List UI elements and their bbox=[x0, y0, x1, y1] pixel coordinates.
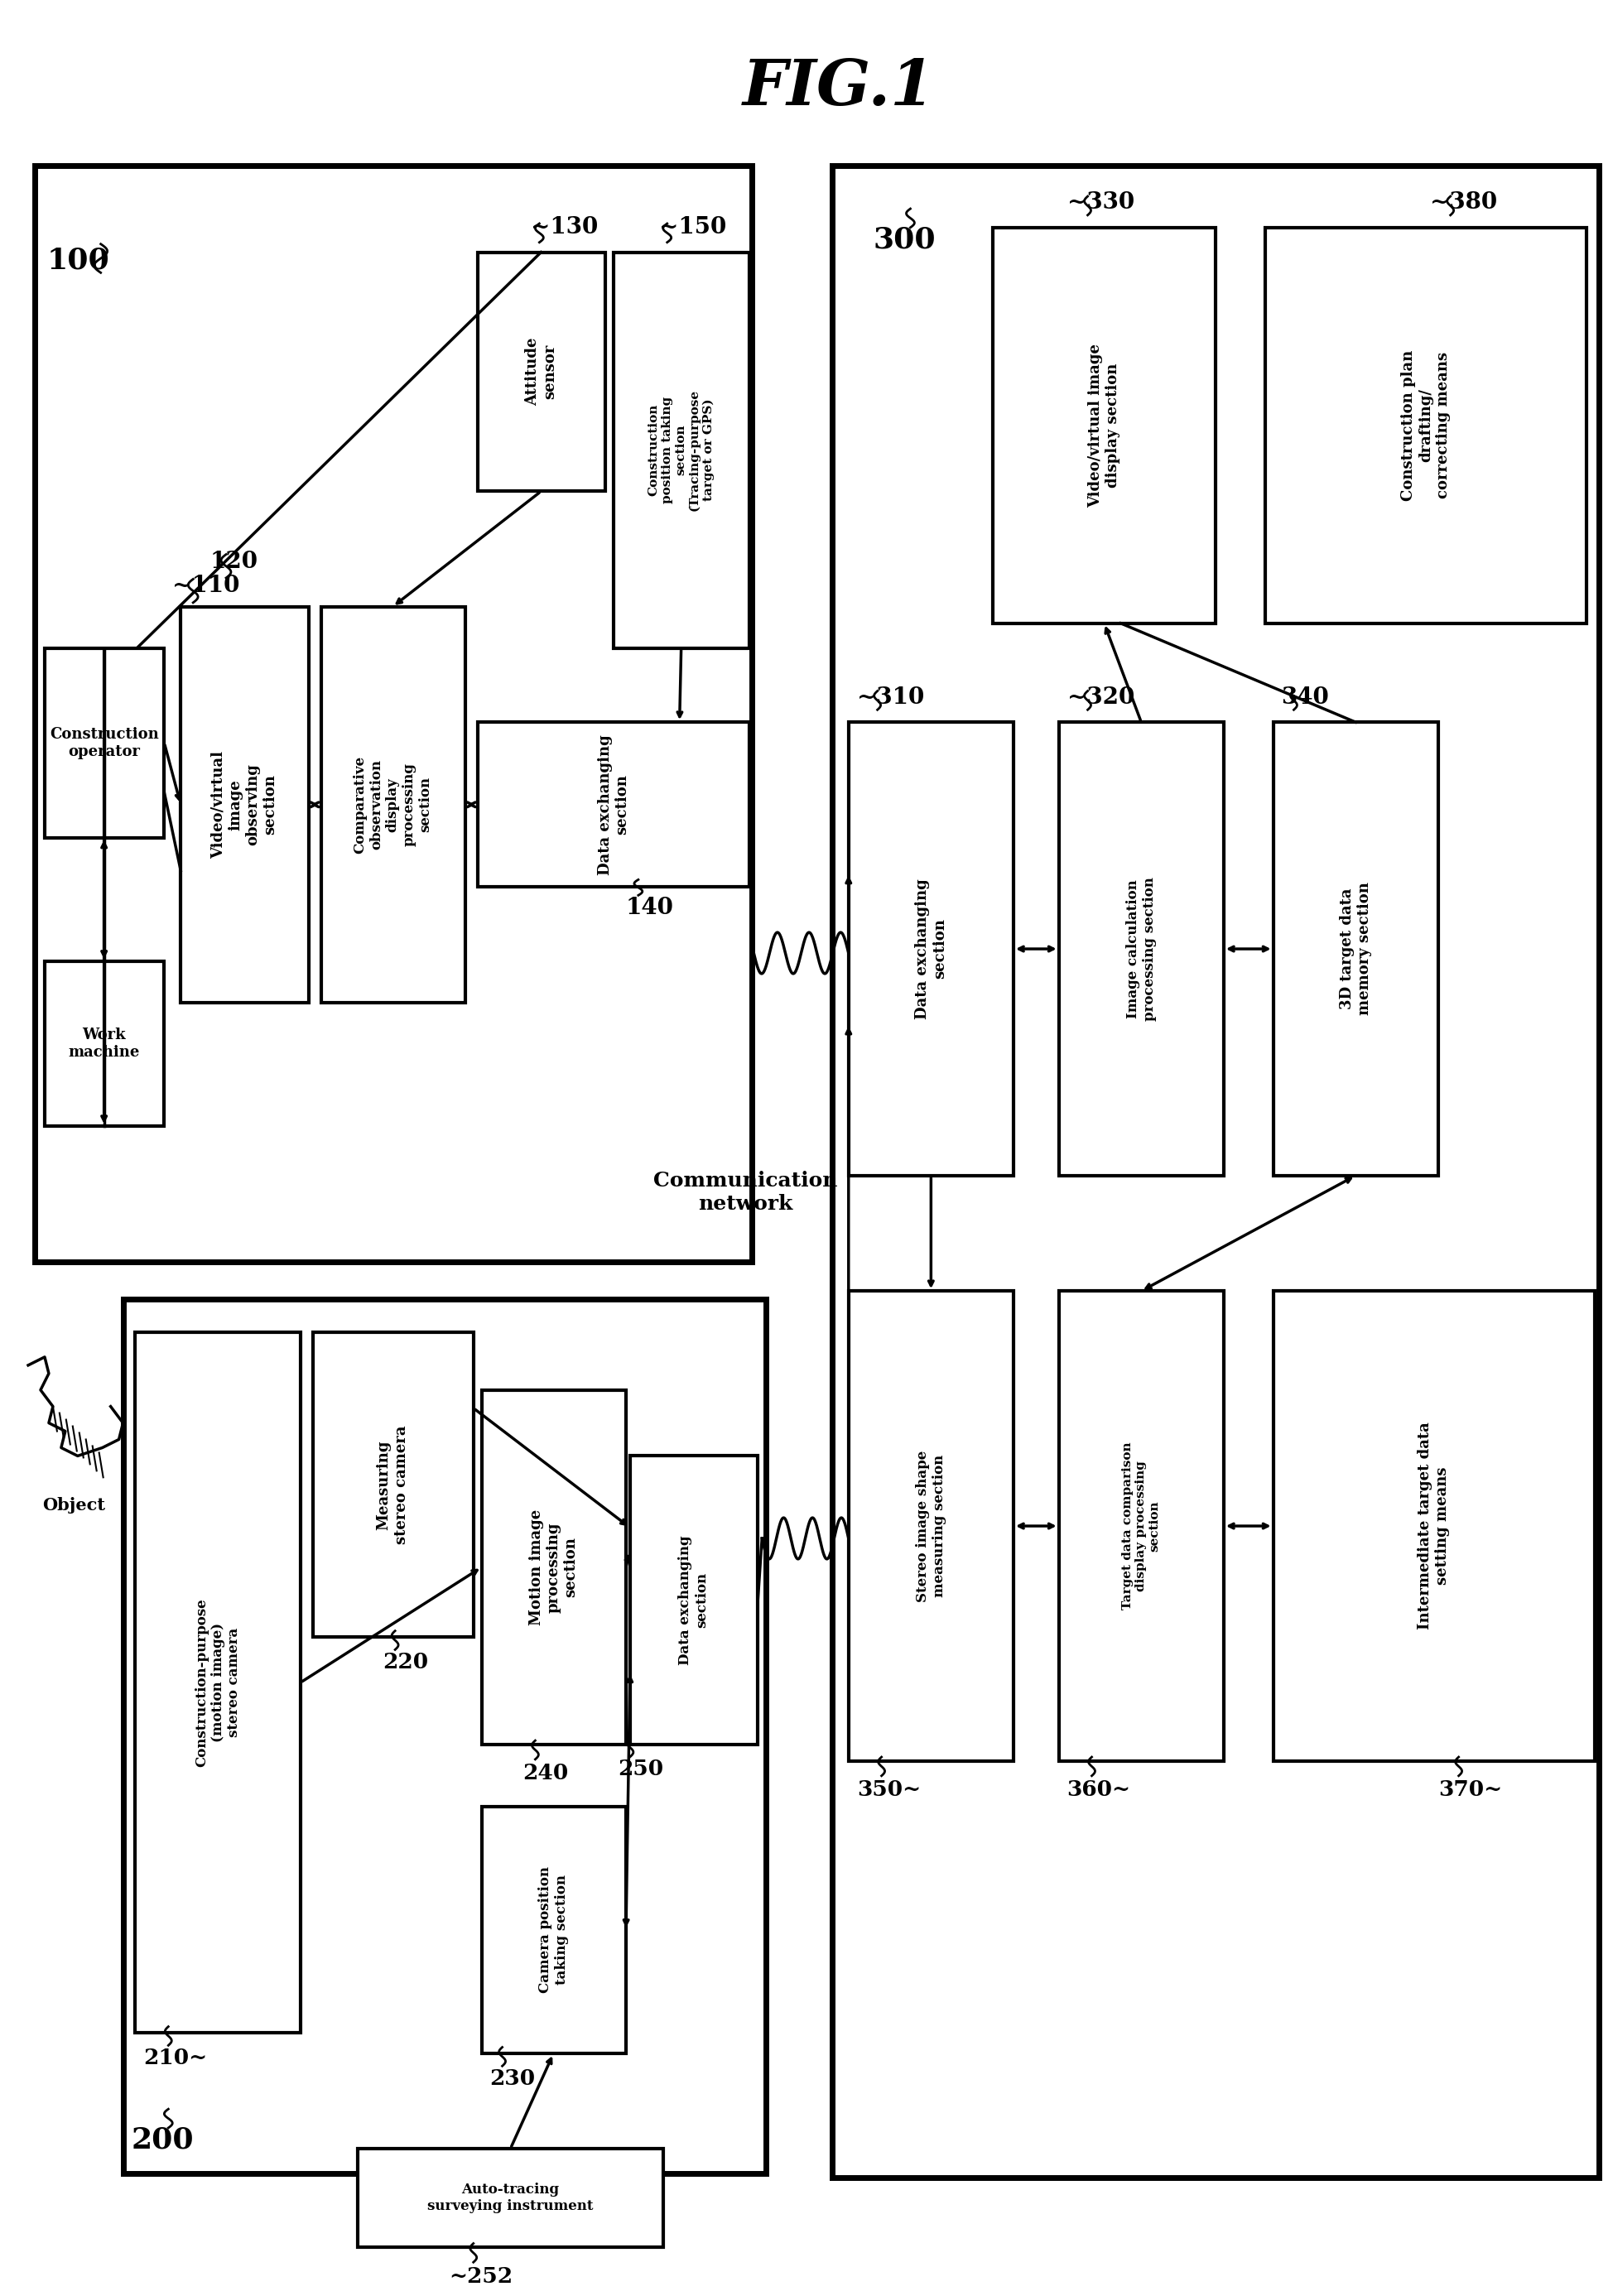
Bar bbox=[994, 227, 1216, 622]
Text: ~310: ~310 bbox=[857, 687, 924, 709]
Text: ~110: ~110 bbox=[173, 574, 240, 597]
Bar bbox=[613, 253, 750, 647]
Bar bbox=[1273, 723, 1439, 1176]
Text: Attitude
sensor: Attitude sensor bbox=[524, 338, 556, 406]
Text: ~320: ~320 bbox=[1068, 687, 1134, 709]
Bar bbox=[631, 1456, 758, 1745]
Text: 340: 340 bbox=[1281, 687, 1329, 709]
Text: Data exchanging
section: Data exchanging section bbox=[597, 735, 629, 875]
Text: 120: 120 bbox=[210, 551, 258, 572]
Bar bbox=[313, 1332, 473, 1637]
Text: 220: 220 bbox=[382, 1651, 429, 1671]
Text: 240: 240 bbox=[523, 1763, 569, 1784]
Text: 370~: 370~ bbox=[1439, 1779, 1502, 1800]
Text: Construction plan
drafting/
correcting means: Construction plan drafting/ correcting m… bbox=[1402, 349, 1450, 501]
Text: ~330: ~330 bbox=[1068, 191, 1134, 214]
Bar bbox=[135, 1332, 300, 2032]
Text: Camera position
taking section: Camera position taking section bbox=[539, 1867, 568, 1993]
Text: 250: 250 bbox=[618, 1759, 663, 1779]
Text: Video/virtual image
display section: Video/virtual image display section bbox=[1089, 344, 1119, 507]
Text: Target data comparison
display processing
section: Target data comparison display processin… bbox=[1123, 1442, 1160, 1609]
Text: Communication
network: Communication network bbox=[653, 1171, 837, 1215]
Text: 300: 300 bbox=[873, 225, 936, 255]
Bar bbox=[832, 165, 1598, 2177]
Text: Measuring
stereo camera: Measuring stereo camera bbox=[376, 1426, 408, 1545]
Text: Motion image
processing
section: Motion image processing section bbox=[529, 1508, 577, 1626]
Text: Comparative
observation
display
processing
section: Comparative observation display processi… bbox=[353, 755, 432, 854]
Text: Video/virtual
image
observing
section: Video/virtual image observing section bbox=[211, 751, 277, 859]
Text: 230: 230 bbox=[490, 2069, 536, 2089]
Text: Data exchanging
section: Data exchanging section bbox=[679, 1536, 708, 1665]
Text: ~130: ~130 bbox=[531, 216, 598, 239]
Text: FIG.1: FIG.1 bbox=[742, 57, 936, 117]
Text: 210~: 210~ bbox=[144, 2048, 208, 2069]
Bar bbox=[848, 1290, 1013, 1761]
Text: Image calculation
processing section: Image calculation processing section bbox=[1126, 877, 1157, 1022]
Text: Work
machine: Work machine bbox=[68, 1029, 140, 1061]
Bar bbox=[482, 1807, 626, 2053]
Text: 350~: 350~ bbox=[857, 1779, 921, 1800]
Bar bbox=[45, 647, 165, 838]
Bar bbox=[848, 723, 1013, 1176]
Bar bbox=[321, 606, 465, 1003]
Text: Construction
operator: Construction operator bbox=[50, 728, 158, 760]
Text: 3D target data
memory section: 3D target data memory section bbox=[1339, 882, 1371, 1015]
Text: Construction-purpose
(motion image)
stereo camera: Construction-purpose (motion image) ster… bbox=[195, 1598, 240, 1768]
Text: 100: 100 bbox=[47, 246, 110, 276]
Bar bbox=[35, 165, 752, 1263]
Bar bbox=[1058, 723, 1224, 1176]
Bar bbox=[123, 1300, 766, 2174]
Bar bbox=[1265, 227, 1587, 622]
Text: ~380: ~380 bbox=[1429, 191, 1497, 214]
Text: 360~: 360~ bbox=[1068, 1779, 1131, 1800]
Bar bbox=[477, 253, 605, 491]
Text: Object: Object bbox=[42, 1497, 105, 1513]
Text: Intermediate target data
setting means: Intermediate target data setting means bbox=[1418, 1421, 1450, 1630]
Text: Auto-tracing
surveying instrument: Auto-tracing surveying instrument bbox=[427, 2183, 594, 2213]
Text: Stereo image shape
measuring section: Stereo image shape measuring section bbox=[916, 1451, 947, 1603]
Bar bbox=[1058, 1290, 1224, 1761]
Text: ~150: ~150 bbox=[660, 216, 726, 239]
Text: 140: 140 bbox=[626, 895, 674, 918]
Bar bbox=[482, 1389, 626, 1745]
Text: 200: 200 bbox=[131, 2126, 194, 2154]
Bar bbox=[181, 606, 308, 1003]
Bar bbox=[45, 962, 165, 1125]
Bar bbox=[1273, 1290, 1595, 1761]
Text: Construction
position taking
section
(Tracing-purpose
target or GPS): Construction position taking section (Tr… bbox=[648, 390, 715, 512]
Text: ~252: ~252 bbox=[448, 2266, 513, 2287]
Text: Data exchanging
section: Data exchanging section bbox=[915, 879, 947, 1019]
Bar bbox=[358, 2149, 663, 2248]
Bar bbox=[477, 723, 750, 886]
